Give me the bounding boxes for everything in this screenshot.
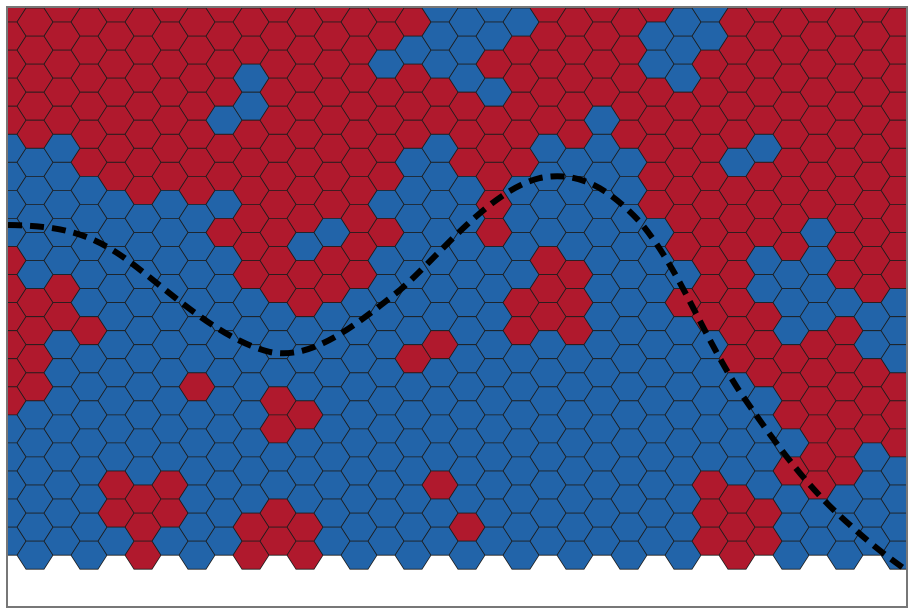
cells (8, 8, 906, 570)
frame (6, 6, 908, 608)
boundary-curve (8, 173, 906, 573)
